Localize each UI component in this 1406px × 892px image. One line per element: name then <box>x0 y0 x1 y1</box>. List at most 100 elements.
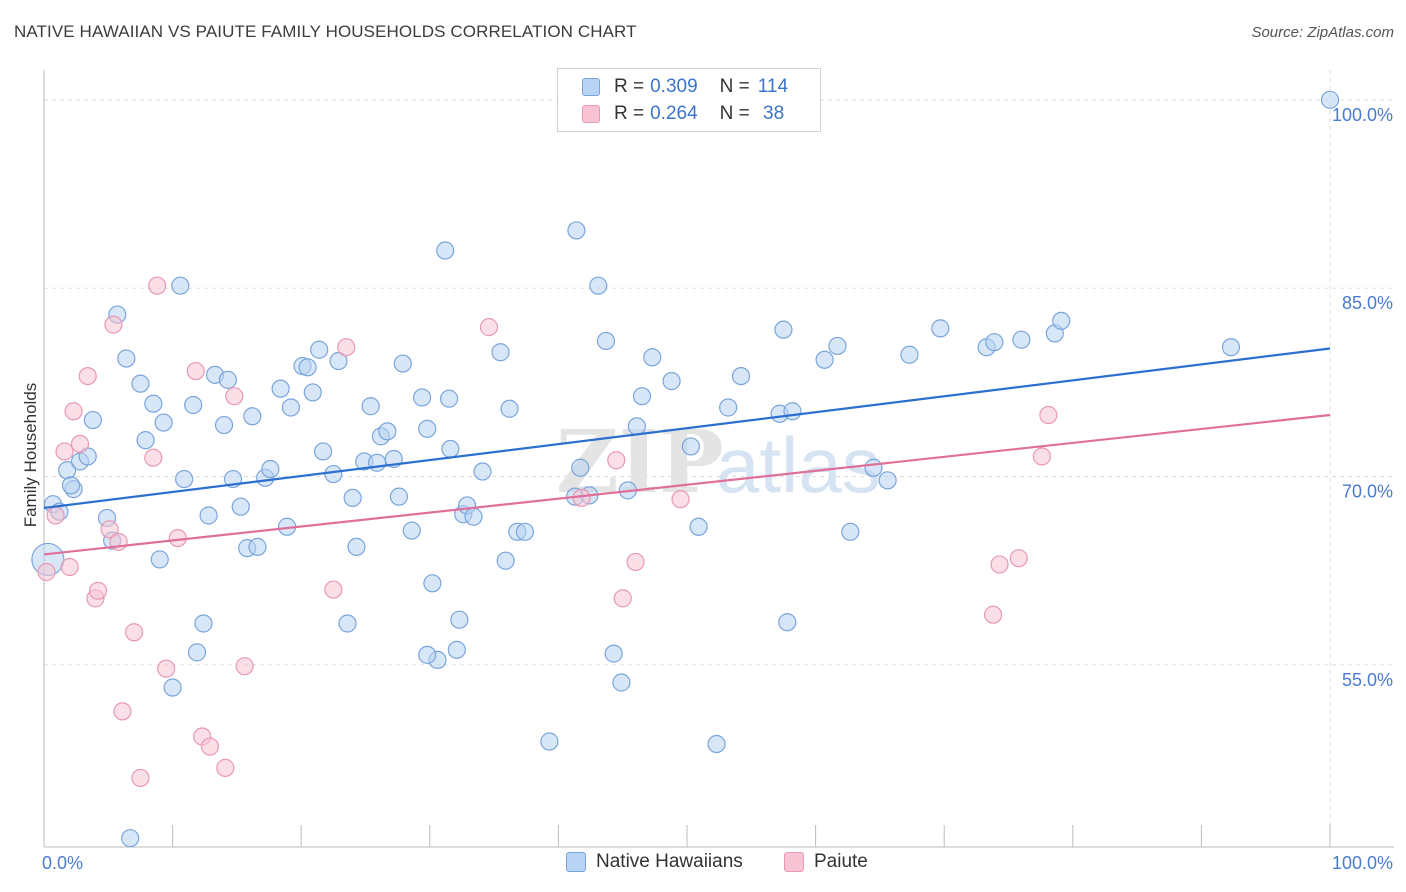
regression-lines <box>43 347 1331 556</box>
legend-row-pink: R = 0.264 N = 38 <box>582 102 784 126</box>
point-native-hawaiians <box>441 439 460 459</box>
axes <box>43 70 1394 848</box>
point-paiute <box>607 451 626 470</box>
point-native-hawaiians <box>243 407 262 426</box>
point-native-hawaiians <box>589 276 608 295</box>
point-native-hawaiians <box>214 415 234 435</box>
chart-title: NATIVE HAWAIIAN VS PAIUTE FAMILY HOUSEHO… <box>14 22 637 41</box>
point-native-hawaiians <box>83 410 102 430</box>
point-native-hawaiians <box>329 351 348 371</box>
point-native-hawaiians <box>418 419 437 438</box>
point-native-hawaiians <box>389 487 409 506</box>
point-paiute <box>37 562 56 582</box>
point-native-hawaiians <box>540 732 559 751</box>
point-native-hawaiians <box>931 319 950 338</box>
point-native-hawaiians <box>378 422 397 441</box>
y-tick-label: 85.0% <box>1342 293 1393 313</box>
point-native-hawaiians <box>496 551 515 570</box>
point-native-hawaiians <box>828 336 847 356</box>
point-native-hawaiians <box>61 476 81 495</box>
point-paiute <box>337 338 356 357</box>
point-native-hawaiians <box>131 374 150 393</box>
point-native-hawaiians <box>187 643 207 662</box>
point-native-hawaiians <box>248 537 267 556</box>
point-native-hawaiians <box>447 640 466 659</box>
point-native-hawaiians <box>439 389 459 408</box>
point-native-hawaiians <box>324 464 343 484</box>
watermark-atlas: atlas <box>716 421 881 509</box>
point-paiute <box>990 555 1009 574</box>
point-paiute <box>225 387 244 406</box>
legend-swatch-pink <box>582 105 600 123</box>
point-native-hawaiians <box>154 413 173 432</box>
point-paiute <box>216 758 235 777</box>
point-native-hawaiians <box>604 644 623 663</box>
point-native-hawaiians <box>500 399 519 418</box>
point-paiute <box>55 442 74 461</box>
point-native-hawaiians <box>310 340 329 359</box>
point-paiute <box>479 318 499 337</box>
point-native-hawaiians <box>393 354 412 373</box>
point-native-hawaiians <box>1320 90 1340 109</box>
point-native-hawaiians <box>271 379 290 398</box>
point-paiute <box>1032 447 1052 466</box>
point-native-hawaiians <box>707 734 726 754</box>
point-native-hawaiians <box>841 522 860 541</box>
source-label: Source: ZipAtlas.com <box>1251 24 1394 41</box>
y-tick-label: 55.0% <box>1342 670 1393 690</box>
point-paiute <box>613 589 632 608</box>
point-paiute <box>168 528 187 548</box>
point-native-hawaiians <box>878 471 897 490</box>
point-paiute <box>124 623 144 642</box>
point-paiute <box>235 657 254 676</box>
point-native-hawaiians <box>681 437 700 456</box>
point-native-hawaiians <box>313 442 333 461</box>
legend-r-value: 0.264 <box>650 103 698 124</box>
tick-labels: 55.0% 70.0% 85.0% 100.0% 0.0% 100.0% <box>42 105 1393 873</box>
point-native-hawaiians <box>423 574 442 593</box>
point-native-hawaiians <box>464 507 483 526</box>
point-native-hawaiians <box>261 459 280 479</box>
point-native-hawaiians <box>567 221 586 240</box>
point-native-hawaiians <box>1221 338 1241 357</box>
series-native-hawaiians <box>31 90 1340 848</box>
point-native-hawaiians <box>864 458 883 477</box>
point-native-hawaiians <box>985 333 1004 352</box>
point-native-hawaiians <box>662 372 681 391</box>
point-native-hawaiians <box>303 383 322 402</box>
x-tick-label-max: 100.0% <box>1332 853 1393 873</box>
point-paiute <box>144 448 163 467</box>
legend-swatch-blue <box>582 78 600 96</box>
point-native-hawaiians <box>150 550 169 569</box>
legend-r-label: R = <box>614 103 645 124</box>
point-paiute <box>157 659 176 678</box>
y-axis-label: Family Households <box>21 383 40 528</box>
point-paiute <box>186 361 205 381</box>
point-native-hawaiians <box>347 537 366 556</box>
point-native-hawaiians <box>689 517 708 536</box>
point-paiute <box>100 520 119 539</box>
point-native-hawaiians <box>627 417 646 436</box>
point-paiute <box>983 605 1003 624</box>
series-legend: Native Hawaiians Paiute <box>0 851 1406 877</box>
point-native-hawaiians <box>643 348 662 367</box>
point-native-hawaiians <box>436 241 455 260</box>
point-native-hawaiians <box>412 388 432 407</box>
point-native-hawaiians <box>491 343 510 362</box>
point-paiute <box>1009 549 1028 568</box>
regression-line-native-hawaiians <box>43 347 1331 510</box>
legend-swatch-paiute <box>784 852 804 872</box>
point-native-hawaiians <box>199 506 218 525</box>
point-paiute <box>60 557 79 577</box>
point-paiute <box>572 488 591 508</box>
point-paiute <box>104 315 123 334</box>
legend-n-label: N = <box>719 76 750 97</box>
point-native-hawaiians <box>1012 330 1031 349</box>
legend-item-native-hawaiians: Native Hawaiians <box>566 851 743 873</box>
point-native-hawaiians <box>719 398 738 417</box>
point-native-hawaiians <box>231 497 250 516</box>
x-tick-label-min: 0.0% <box>42 853 83 873</box>
point-native-hawaiians <box>171 276 190 295</box>
legend-n-value: 38 <box>757 103 785 124</box>
